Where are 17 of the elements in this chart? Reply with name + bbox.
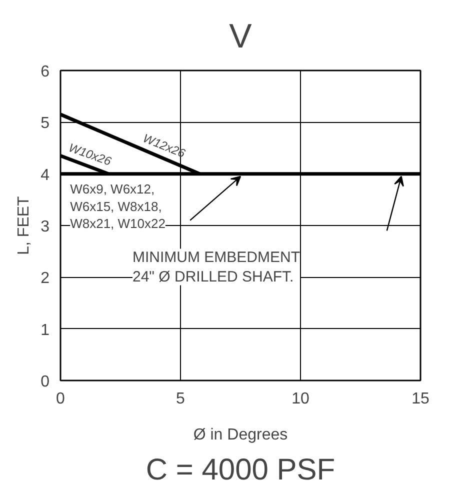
text: C = 4000 PSF bbox=[146, 454, 336, 486]
x-tick-label: 0 bbox=[56, 390, 66, 408]
chart-title: V bbox=[229, 18, 252, 56]
y-tick-label: 4 bbox=[40, 166, 50, 184]
y-tick-label: 3 bbox=[40, 218, 50, 236]
x-tick-label: 5 bbox=[176, 390, 186, 408]
y-axis-title: L, FEET bbox=[16, 196, 33, 255]
y-tick-label: 6 bbox=[40, 64, 50, 80]
y-tick-label: 1 bbox=[40, 322, 50, 339]
x-tick-label: 15 bbox=[412, 390, 430, 408]
x-axis-title: Ø in Degrees bbox=[193, 426, 288, 444]
y-tick-label: 5 bbox=[40, 115, 50, 132]
x-tick-label: 10 bbox=[292, 390, 310, 408]
annotation: MINIMUM EMBEDMENT 24" Ø DRILLED SHAFT. bbox=[132, 248, 300, 286]
y-tick-label: 2 bbox=[40, 270, 50, 288]
annotation: W6x9, W6x12, W6x15, W8x18, W8x21, W10x22 bbox=[70, 182, 166, 232]
y-tick-label: 0 bbox=[40, 374, 50, 390]
